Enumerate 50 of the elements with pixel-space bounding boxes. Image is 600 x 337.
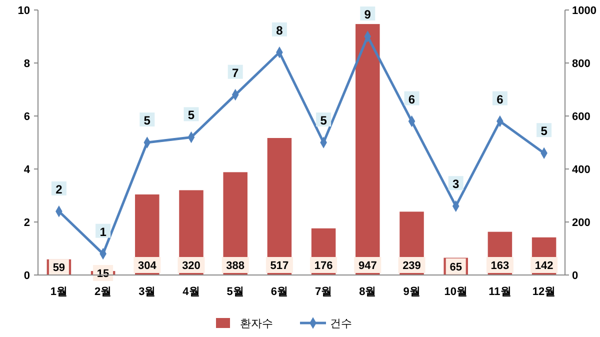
data-label: 65 [450,261,462,274]
data-label: 320 [182,260,200,272]
data-label: 1 [100,224,107,239]
data-label: 5 [540,124,548,138]
x-tick-label: 11월 [488,286,512,298]
x-tick-label: 10월 [444,286,468,298]
x-tick-label: 7월 [314,286,332,298]
data-label: 7 [232,66,240,80]
data-label: 9 [364,8,372,22]
data-label: 3 [452,177,460,192]
data-label: 517 [270,260,289,272]
y-tick-label: 8 [24,58,30,70]
x-tick-label: 6월 [270,286,288,298]
data-label: 59 [52,262,66,274]
x-tick-label: 12월 [532,286,556,298]
data-label: 6 [408,92,416,106]
bar [356,24,380,275]
x-tick-label: 5월 [226,286,244,298]
y2-tick-label: 1000 [572,5,596,17]
x-tick-label: 1월 [50,286,68,298]
data-label: 8 [276,23,284,38]
y-tick-label: 4 [24,164,31,176]
data-label: 304 [138,260,158,272]
y-tick-label: 6 [24,111,30,123]
x-tick-label: 3월 [138,286,156,298]
y2-tick-label: 400 [572,164,590,176]
y2-tick-label: 800 [572,58,590,70]
data-label: 947 [358,260,377,272]
data-label: 2 [56,182,63,196]
x-tick-label: 9월 [403,286,420,298]
data-label: 239 [402,260,421,272]
x-tick-label: 8월 [359,286,376,298]
data-label: 388 [226,260,245,272]
x-tick-label: 2월 [94,286,112,298]
data-label: 163 [490,260,510,272]
data-label: 5 [188,108,195,122]
data-label: 5 [320,114,328,128]
data-label: 176 [314,260,333,272]
data-label: 142 [534,260,554,272]
y2-tick-label: 600 [572,111,590,123]
y2-tick-label: 0 [572,270,578,282]
y-tick-label: 0 [24,270,30,282]
legend-label: 건수 [330,318,352,330]
y2-tick-label: 200 [572,217,590,229]
data-label: 6 [496,92,504,106]
x-tick-label: 4월 [182,286,200,298]
y-tick-label: 10 [18,5,30,17]
data-label: 5 [144,114,151,128]
legend-label: 환자수 [240,318,273,330]
y-tick-label: 2 [24,217,30,229]
